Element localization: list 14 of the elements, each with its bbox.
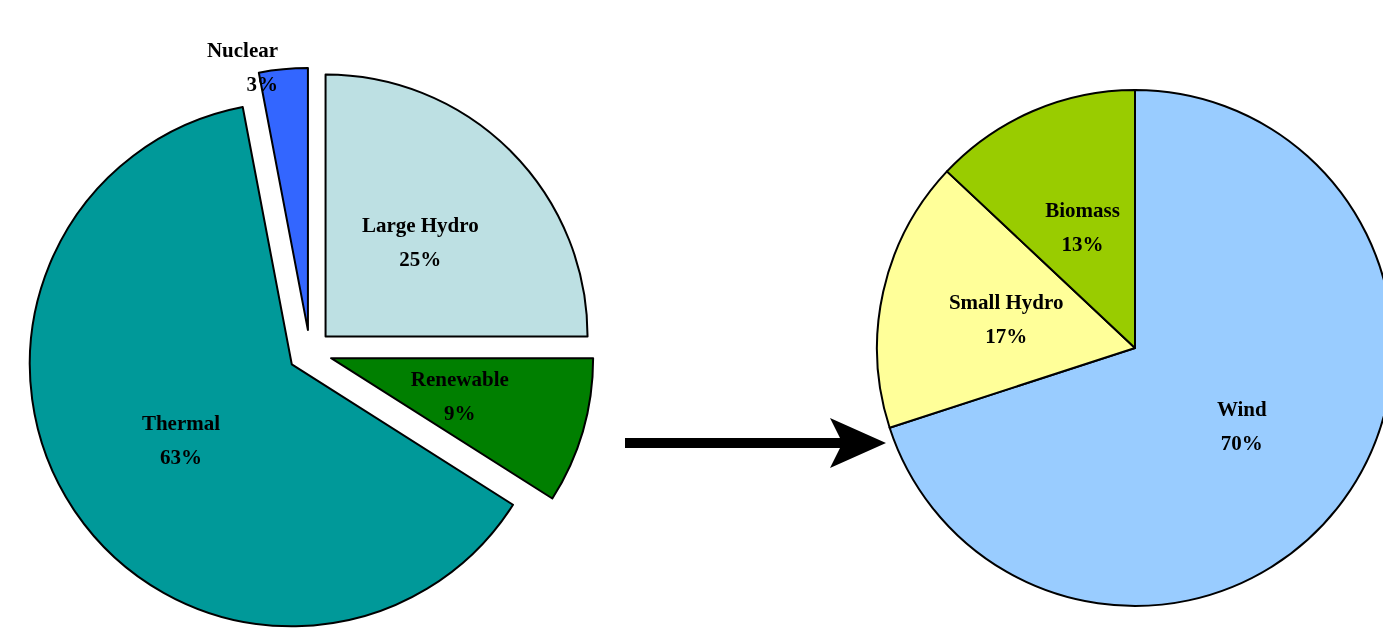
data-label: 9% [444,400,476,425]
data-label: 17% [985,324,1028,349]
slice-label: Biomass [1045,197,1120,222]
slice-label: Small Hydro [948,290,1064,315]
slice-label: Thermal [141,410,221,435]
data-label: 3% [246,72,279,97]
data-label: 13% [1061,231,1104,256]
slice-label: Renewable [410,366,509,391]
slice-label: Large Hydro [361,212,479,237]
data-label: 70% [1220,430,1263,455]
slice-label: Wind [1216,396,1268,421]
data-label: 63% [159,444,202,469]
slice-label: Nuclear [206,38,279,63]
data-label: 25% [399,246,442,271]
